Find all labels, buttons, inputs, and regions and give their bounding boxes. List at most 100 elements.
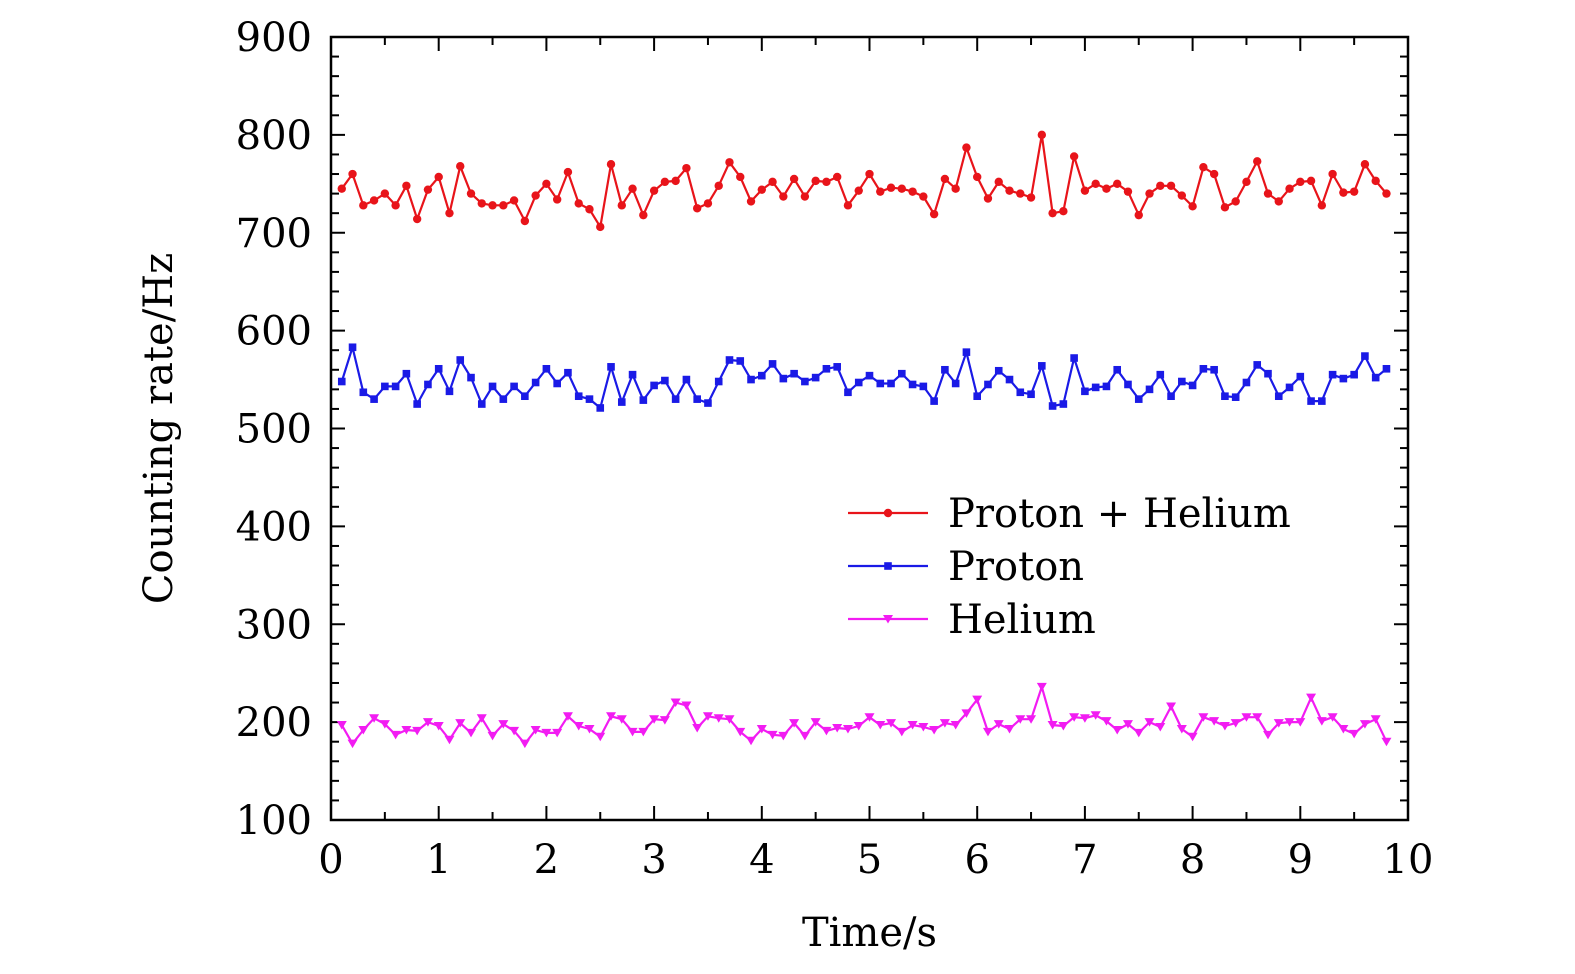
data-point-proton-helium: [1306, 176, 1316, 186]
data-point-proton-helium: [520, 216, 530, 226]
data-point-proton-helium: [531, 191, 540, 200]
data-point-proton: [693, 395, 701, 403]
data-point-proton-helium: [983, 194, 993, 203]
data-point-proton: [1027, 390, 1035, 399]
data-point-proton-helium: [822, 177, 831, 187]
data-point-proton-helium: [402, 181, 411, 190]
data-point-proton: [671, 395, 680, 403]
data-point-helium: [918, 723, 929, 732]
data-point-proton: [488, 382, 497, 391]
data-point-proton: [542, 364, 551, 373]
legend-item-proton: Proton: [848, 544, 1084, 590]
axis-ticks: [330, 36, 1409, 821]
y-tick-label: 500: [236, 407, 312, 453]
data-point-proton-helium: [1274, 197, 1283, 206]
data-point-proton: [876, 379, 885, 388]
data-point-helium: [810, 718, 821, 727]
data-point-proton: [1328, 370, 1337, 379]
legend-label: Proton: [948, 544, 1084, 590]
x-tick-label: 4: [749, 837, 774, 883]
data-point-helium: [1155, 723, 1166, 732]
data-point-helium: [778, 731, 789, 741]
data-point-helium: [659, 716, 670, 725]
data-point-proton: [521, 392, 529, 401]
data-point-helium: [1090, 711, 1101, 720]
data-point-proton-helium: [1188, 202, 1197, 211]
data-point-helium: [1047, 721, 1058, 730]
data-point-proton-helium: [919, 192, 928, 201]
data-point-proton-helium: [628, 184, 637, 193]
data-point-proton: [650, 381, 658, 390]
data-point-proton-helium: [886, 183, 896, 192]
data-point-proton: [1016, 388, 1025, 397]
data-point-proton-helium: [412, 214, 422, 224]
data-point-helium: [627, 727, 638, 737]
data-point-proton-helium: [574, 199, 583, 208]
data-point-proton: [337, 377, 346, 386]
data-point-proton-helium: [1113, 179, 1122, 189]
data-point-helium: [1284, 718, 1295, 727]
data-point-helium: [1112, 725, 1123, 735]
data-point-helium: [1004, 724, 1015, 734]
data-point-helium: [519, 739, 530, 749]
data-point-proton-helium: [736, 172, 745, 182]
data-point-proton: [898, 369, 906, 378]
legend-item-proton-helium: Proton + Helium: [848, 491, 1291, 537]
data-point-proton: [1059, 400, 1068, 408]
data-point-proton: [930, 397, 938, 405]
data-point-proton: [973, 392, 981, 401]
data-point-proton: [833, 363, 841, 371]
data-point-helium: [1122, 720, 1133, 729]
data-point-proton-helium: [1328, 169, 1337, 179]
data-point-helium: [466, 728, 477, 738]
legend-item-helium: Helium: [848, 597, 1096, 643]
data-point-proton-helium: [876, 187, 885, 196]
data-point-proton-helium: [466, 189, 476, 198]
data-point-proton: [1231, 393, 1240, 401]
data-point-helium: [681, 701, 692, 710]
data-point-proton: [1038, 362, 1046, 370]
data-point-helium: [1144, 718, 1155, 727]
y-tick-labels: 100 200 300 400 500 600 700 800 900: [236, 15, 312, 844]
data-point-proton-helium: [1231, 197, 1240, 206]
data-point-helium: [606, 712, 617, 721]
data-point-proton: [919, 382, 928, 391]
data-point-helium: [1015, 715, 1026, 724]
data-point-helium: [692, 723, 703, 733]
data-point-helium: [789, 719, 800, 728]
data-point-proton-helium: [994, 177, 1003, 187]
y-tick-label: 800: [236, 113, 312, 159]
data-point-helium: [1262, 730, 1273, 740]
data-point-proton: [1350, 370, 1358, 379]
data-point-helium: [573, 722, 584, 731]
data-point-proton-helium: [692, 204, 702, 213]
data-point-helium: [509, 726, 520, 736]
data-point-helium: [649, 715, 660, 724]
data-point-proton: [1102, 382, 1111, 391]
data-point-proton: [445, 387, 454, 396]
data-point-helium: [907, 721, 918, 730]
data-point-helium: [369, 714, 380, 723]
data-point-proton-helium: [1059, 207, 1068, 216]
data-point-helium: [1209, 717, 1220, 726]
data-point-proton: [434, 364, 443, 373]
data-point-proton: [790, 369, 798, 378]
x-axis-title: Time/s: [802, 910, 937, 956]
data-point-helium: [358, 725, 369, 735]
data-point-helium: [735, 727, 746, 737]
y-tick-label: 600: [236, 309, 312, 355]
data-point-helium: [767, 730, 778, 740]
data-point-helium: [1306, 693, 1317, 703]
data-point-proton: [1134, 395, 1143, 403]
data-point-helium: [379, 720, 390, 729]
data-point-proton: [1242, 378, 1251, 387]
data-point-proton: [1210, 365, 1218, 374]
data-point-proton-helium: [832, 172, 842, 182]
data-point-helium: [972, 695, 983, 705]
data-point-helium: [1198, 713, 1209, 722]
data-point-proton: [1199, 364, 1208, 373]
data-point-proton: [370, 395, 378, 403]
data-point-proton-helium: [768, 177, 777, 187]
data-point-helium: [1241, 713, 1252, 722]
data-point-proton: [402, 369, 411, 378]
